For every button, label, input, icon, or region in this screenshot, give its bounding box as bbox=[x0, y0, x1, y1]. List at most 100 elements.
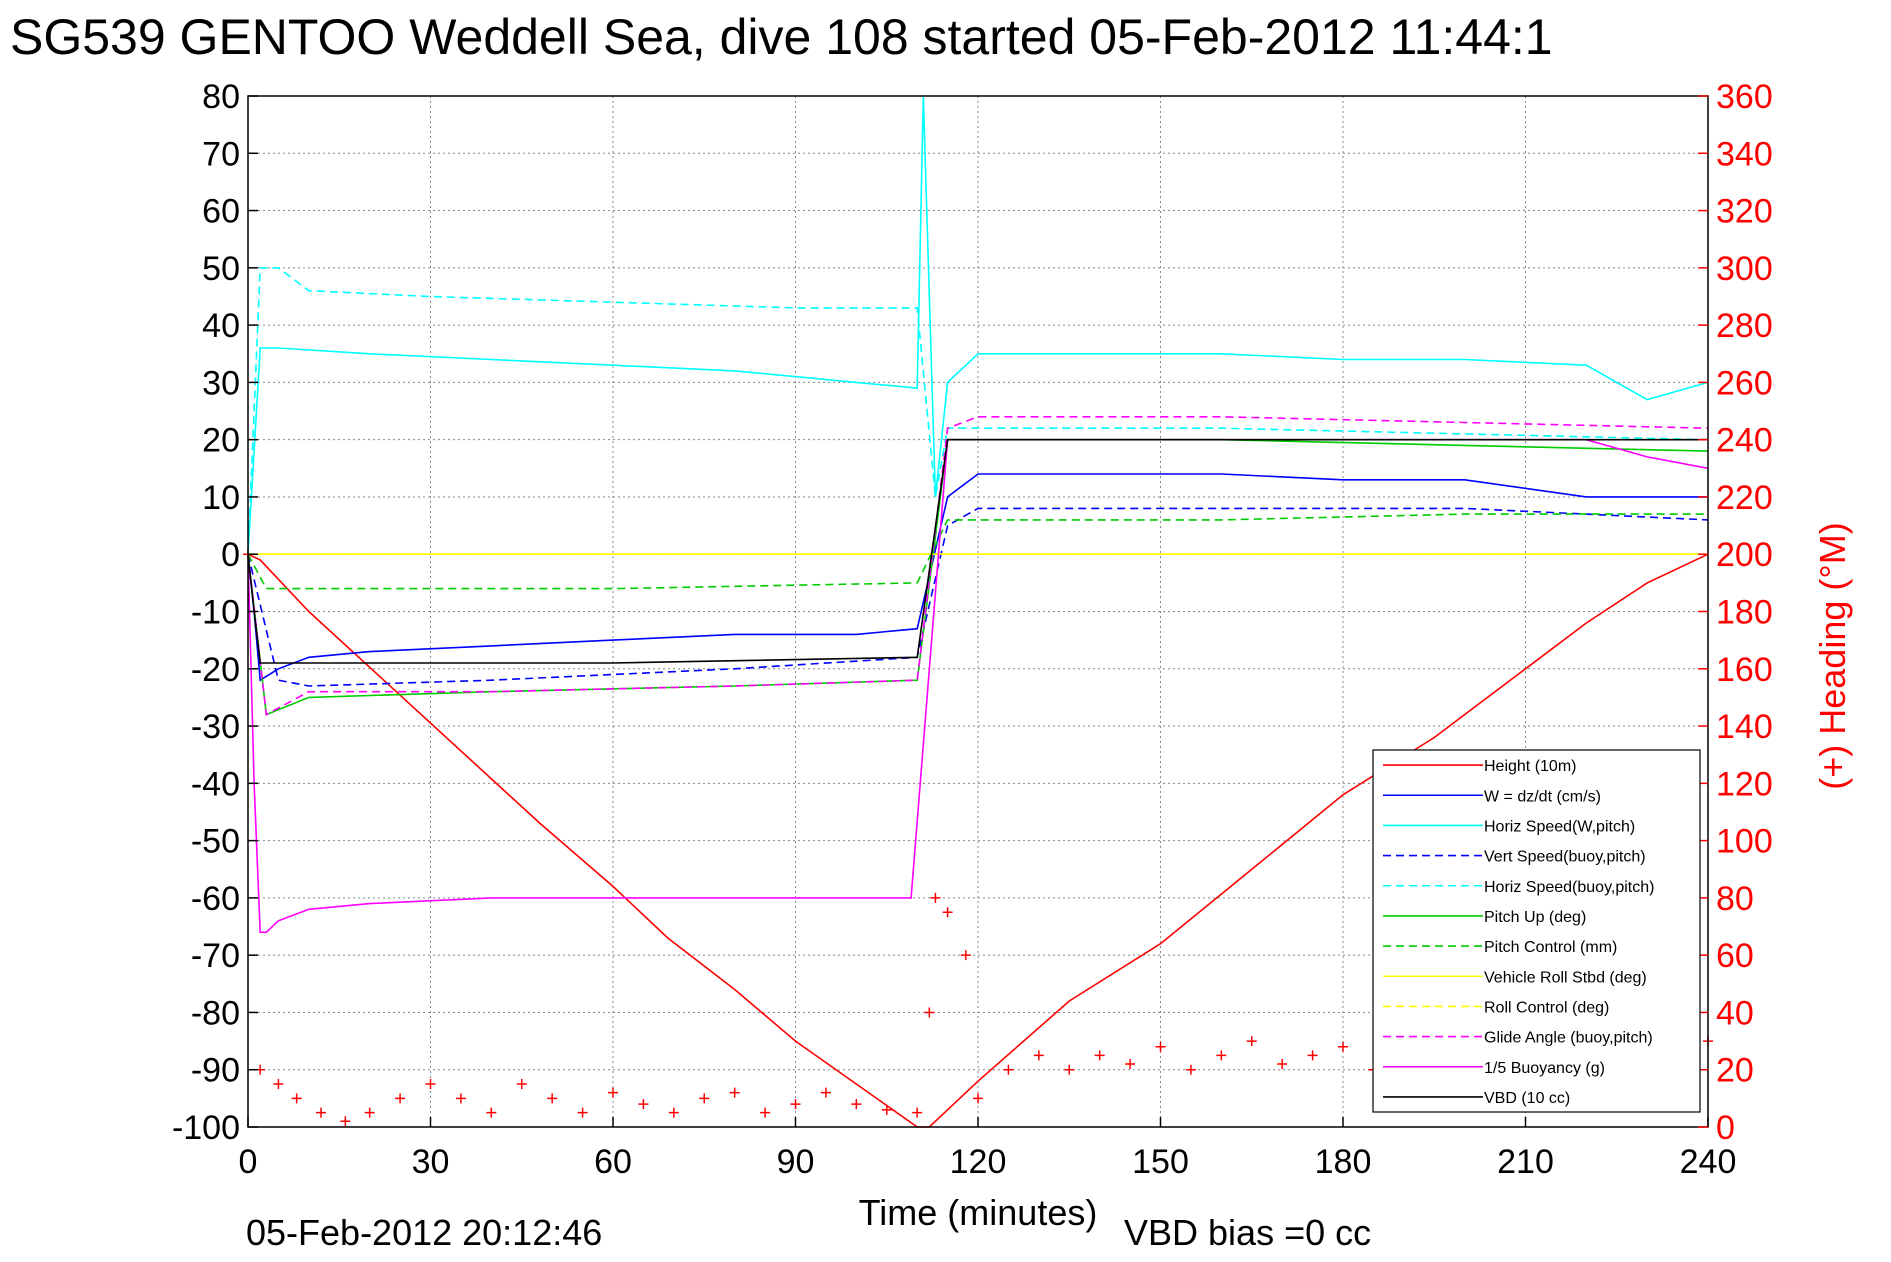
x-tick-label: 150 bbox=[1132, 1143, 1189, 1181]
x-tick-label: 30 bbox=[412, 1143, 450, 1181]
legend-box bbox=[1372, 749, 1701, 1113]
y-right-tick-label: 180 bbox=[1716, 594, 1773, 632]
y-tick-label: 40 bbox=[202, 307, 240, 345]
heading-marker bbox=[455, 1093, 466, 1104]
legend-label: Vehicle Roll Stbd (deg) bbox=[1484, 969, 1647, 986]
y-right-tick-label: 140 bbox=[1716, 708, 1773, 746]
heading-marker bbox=[516, 1079, 527, 1090]
y-right-tick-label: 240 bbox=[1716, 422, 1773, 460]
heading-marker bbox=[729, 1087, 740, 1098]
heading-marker bbox=[930, 892, 941, 903]
y-right-tick-label: 0 bbox=[1716, 1109, 1735, 1147]
legend-label: Horiz Speed(buoy,pitch) bbox=[1484, 879, 1654, 896]
heading-marker bbox=[425, 1079, 436, 1090]
series-line-2 bbox=[247, 95, 1709, 555]
x-tick-label: 210 bbox=[1497, 1143, 1554, 1181]
x-tick-label: 120 bbox=[950, 1143, 1007, 1181]
x-tick-label: 180 bbox=[1315, 1143, 1372, 1181]
heading-marker bbox=[638, 1099, 649, 1110]
series-line-4 bbox=[247, 266, 1709, 555]
legend-label: Pitch Up (deg) bbox=[1484, 909, 1586, 926]
heading-marker bbox=[608, 1087, 618, 1098]
y-right-tick-label: 260 bbox=[1716, 364, 1773, 402]
y-right-tick-label: 60 bbox=[1716, 937, 1754, 975]
legend-label: Vert Speed(buoy,pitch) bbox=[1484, 849, 1646, 866]
heading-marker bbox=[881, 1104, 892, 1115]
y-right-tick-label: 340 bbox=[1716, 135, 1773, 173]
heading-marker bbox=[1033, 1050, 1044, 1061]
y-tick-label: 70 bbox=[202, 135, 240, 173]
legend-label: Glide Angle (buoy,pitch) bbox=[1484, 1030, 1653, 1047]
series-line-5 bbox=[247, 438, 1709, 716]
heading-marker bbox=[316, 1107, 326, 1118]
y-right-tick-label: 100 bbox=[1716, 823, 1773, 861]
x-tick-label: 0 bbox=[239, 1143, 258, 1181]
series-line-11 bbox=[247, 438, 1708, 664]
legend-label: Height (10m) bbox=[1484, 758, 1576, 775]
heading-marker bbox=[395, 1093, 406, 1104]
y-right-tick-label: 280 bbox=[1716, 307, 1773, 345]
footer-vbd-bias: VBD bias =0 cc bbox=[1124, 1212, 1371, 1253]
y-tick-label: 60 bbox=[202, 193, 240, 231]
y-tick-label: -90 bbox=[191, 1052, 240, 1090]
heading-marker bbox=[820, 1087, 831, 1098]
legend-label: W = dz/dt (cm/s) bbox=[1484, 788, 1601, 805]
heading-marker bbox=[1277, 1058, 1288, 1069]
chart-title: SG539 GENTOO Weddell Sea, dive 108 start… bbox=[10, 9, 1553, 65]
heading-marker bbox=[924, 1007, 935, 1018]
legend: Height (10m) W = dz/dt (cm/s) Horiz Speed(… bbox=[1372, 749, 1701, 1113]
x-tick-label: 60 bbox=[594, 1143, 632, 1181]
heading-marker bbox=[1338, 1041, 1348, 1052]
heading-marker bbox=[1064, 1064, 1075, 1075]
heading-marker bbox=[668, 1107, 679, 1118]
y-tick-label: 80 bbox=[202, 78, 240, 116]
y-tick-label: 0 bbox=[221, 536, 240, 574]
x-tick-label: 90 bbox=[777, 1143, 815, 1181]
heading-marker bbox=[1246, 1036, 1257, 1047]
y-tick-label: -70 bbox=[191, 937, 240, 975]
y-tick-label: -60 bbox=[191, 880, 240, 918]
y-tick-label: 50 bbox=[202, 250, 240, 288]
heading-marker bbox=[960, 950, 971, 961]
heading-marker bbox=[486, 1107, 497, 1118]
y-tick-label: -20 bbox=[191, 651, 240, 689]
y-tick-label: -50 bbox=[191, 823, 240, 861]
heading-marker bbox=[1155, 1041, 1166, 1052]
heading-marker bbox=[973, 1093, 983, 1104]
y-tick-label: -80 bbox=[191, 994, 240, 1032]
y-tick-label: -40 bbox=[191, 765, 240, 803]
y-right-tick-label: 320 bbox=[1716, 193, 1773, 231]
legend-label: Pitch Control (mm) bbox=[1484, 939, 1617, 956]
heading-marker bbox=[577, 1107, 588, 1118]
heading-marker bbox=[364, 1107, 375, 1118]
y-right-tick-label: 300 bbox=[1716, 250, 1773, 288]
series-line-0 bbox=[247, 553, 1709, 1128]
y-right-tick-label: 120 bbox=[1716, 765, 1773, 803]
y-right-tick-label: 160 bbox=[1716, 651, 1773, 689]
x-axis: 0 30 60 90 120 150 180 210 240 bbox=[239, 1117, 1737, 1181]
y-right-tick-label: 40 bbox=[1716, 994, 1754, 1032]
heading-marker bbox=[760, 1107, 771, 1118]
heading-marker bbox=[1185, 1064, 1196, 1075]
heading-marker bbox=[912, 1107, 923, 1118]
y-tick-label: -10 bbox=[191, 594, 240, 632]
heading-marker bbox=[1307, 1050, 1318, 1061]
heading-marker bbox=[942, 907, 953, 918]
y-tick-label: -30 bbox=[191, 708, 240, 746]
x-tick-label: 240 bbox=[1680, 1143, 1737, 1181]
heading-marker bbox=[273, 1079, 284, 1090]
y-right-tick-label: 360 bbox=[1716, 78, 1773, 116]
y-axis-right-label: (+) Heading (°M) bbox=[1812, 522, 1853, 789]
y-tick-label: 20 bbox=[202, 422, 240, 460]
heading-marker bbox=[1216, 1050, 1227, 1061]
heading-marker bbox=[790, 1099, 801, 1110]
legend-label: VBD (10 cc) bbox=[1484, 1090, 1570, 1107]
heading-marker bbox=[699, 1093, 710, 1104]
heading-marker bbox=[1003, 1064, 1014, 1075]
heading-marker bbox=[547, 1093, 558, 1104]
heading-marker bbox=[291, 1093, 302, 1104]
y-tick-label: 10 bbox=[202, 479, 240, 517]
y-axis-left: -100-90-80-70-60-50-40-30-20-10010203040… bbox=[172, 78, 258, 1147]
y-right-tick-label: 200 bbox=[1716, 536, 1773, 574]
y-axis-right: 0 20 40 60 80 100 120 140 160 180 200 220 240 260 280 3… bbox=[1698, 78, 1773, 1147]
